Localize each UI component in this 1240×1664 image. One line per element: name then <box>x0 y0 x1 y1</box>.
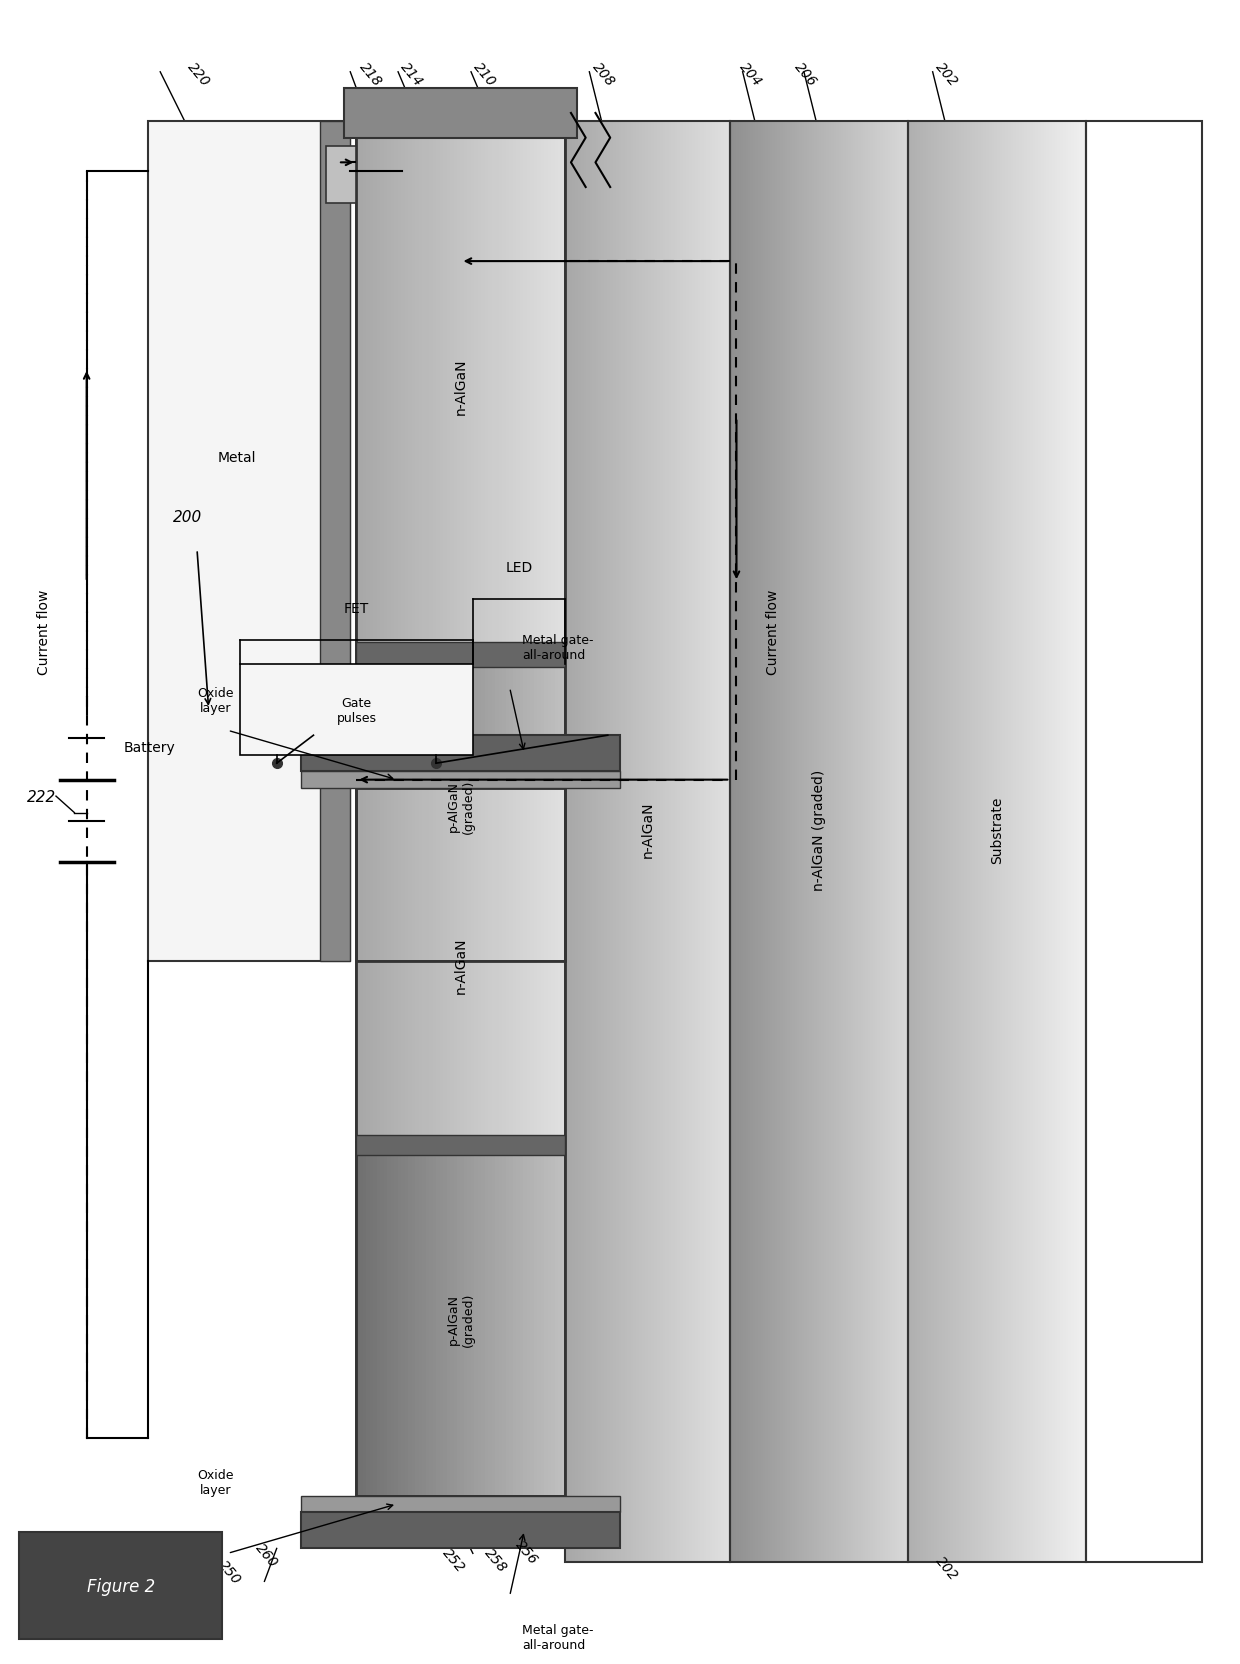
Bar <box>356 121 565 962</box>
Text: Figure 2: Figure 2 <box>87 1577 155 1596</box>
Bar <box>356 651 565 962</box>
Text: 202: 202 <box>932 1554 961 1582</box>
Text: Gate
pulses: Gate pulses <box>336 696 377 724</box>
Text: Current flow: Current flow <box>766 589 780 676</box>
Text: n-AlGaN: n-AlGaN <box>454 937 467 993</box>
Bar <box>908 121 1086 1561</box>
Bar <box>301 1513 620 1549</box>
Bar <box>356 789 565 1142</box>
Text: Substrate: Substrate <box>990 795 1004 864</box>
Bar <box>320 121 350 962</box>
Text: 250: 250 <box>216 1558 243 1586</box>
Text: LED: LED <box>505 561 532 574</box>
Bar <box>356 1142 565 1496</box>
Text: n-AlGaN (graded): n-AlGaN (graded) <box>812 769 826 890</box>
Text: 214: 214 <box>398 60 425 90</box>
Bar <box>239 666 472 755</box>
Bar <box>301 1496 620 1513</box>
Text: n-AlGaN: n-AlGaN <box>454 358 467 414</box>
Bar <box>301 772 620 789</box>
Text: 208: 208 <box>589 60 618 90</box>
Text: 200: 200 <box>172 509 202 524</box>
Bar <box>301 735 620 772</box>
Text: Metal: Metal <box>217 451 257 464</box>
Text: 210: 210 <box>471 60 498 90</box>
Bar <box>356 642 565 667</box>
Text: n-AlGaN: n-AlGaN <box>641 802 655 857</box>
Text: Oxide
layer: Oxide layer <box>197 1468 233 1496</box>
Text: Battery: Battery <box>124 740 175 754</box>
Bar <box>345 90 577 138</box>
Bar <box>1086 121 1203 1561</box>
Text: 252: 252 <box>440 1546 467 1574</box>
Bar <box>356 789 565 1496</box>
Text: 260: 260 <box>252 1541 280 1569</box>
Text: FET: FET <box>343 602 370 616</box>
Text: 254: 254 <box>179 1572 206 1602</box>
Text: 258: 258 <box>481 1546 510 1574</box>
Bar <box>565 121 730 1561</box>
Text: Current flow: Current flow <box>37 589 51 676</box>
Text: 204: 204 <box>737 60 764 90</box>
Bar <box>730 121 908 1561</box>
Text: Metal gate-
all-around: Metal gate- all-around <box>522 1622 594 1651</box>
Text: 256: 256 <box>512 1538 541 1566</box>
Bar <box>326 146 356 205</box>
Text: 220: 220 <box>185 60 212 90</box>
Bar <box>148 121 350 962</box>
Bar <box>19 1533 222 1639</box>
Text: 222: 222 <box>27 789 56 804</box>
Text: 206: 206 <box>791 60 820 90</box>
Text: p-AlGaN
(graded): p-AlGaN (graded) <box>446 779 475 834</box>
Text: Oxide
layer: Oxide layer <box>197 686 233 714</box>
Text: 202: 202 <box>932 60 961 90</box>
Text: 218: 218 <box>356 60 384 90</box>
Bar <box>356 1135 565 1155</box>
Text: p-AlGaN
(graded): p-AlGaN (graded) <box>446 1291 475 1346</box>
Text: Metal gate-
all-around: Metal gate- all-around <box>522 634 594 662</box>
Bar <box>356 121 565 651</box>
